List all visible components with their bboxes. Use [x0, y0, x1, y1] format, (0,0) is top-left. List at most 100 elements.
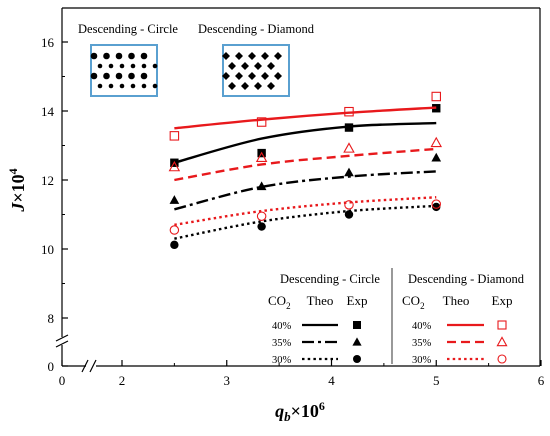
inset-diamond [241, 62, 249, 70]
inset-diamond [222, 52, 230, 60]
exp-point [344, 210, 354, 219]
theo-line [174, 147, 437, 182]
inset-circle [115, 52, 123, 60]
inset-circle [152, 63, 158, 69]
inset-circle [140, 52, 148, 60]
legend-exp-head: Exp [347, 293, 368, 308]
inset-diamond [254, 62, 262, 70]
inset-diamond [228, 82, 236, 90]
y-break-mark [55, 334, 69, 342]
series-circle-30pct [170, 202, 441, 250]
x-axis-title: qb×106 [275, 399, 325, 424]
exp-point [344, 200, 354, 210]
inset-circle [119, 63, 125, 69]
inset-diamond [274, 52, 282, 60]
inset-circle [152, 83, 158, 89]
series-diamond-35pct [168, 136, 443, 182]
legend: Descending - Circle CO2 Theo Exp 40% 35% 30% De… [268, 268, 525, 366]
legend-co2-value: 35% [412, 338, 432, 349]
exp-point [168, 160, 181, 172]
exp-point [344, 167, 354, 177]
legend-marker-sample [353, 355, 361, 363]
inset-diamond [254, 82, 262, 90]
inset-circle [141, 83, 147, 89]
y-tick-label: 8 [48, 311, 55, 326]
inset-circle [90, 72, 98, 80]
exp-point [344, 123, 354, 132]
axes-labels: 0 8 10 12 14 16 0 2 3 4 5 6 qb×106 J×104 [6, 35, 545, 424]
x-tick-label: 2 [119, 373, 126, 388]
inset-circle [103, 72, 110, 80]
x-tick-label: 6 [538, 373, 545, 388]
inset-circle [97, 63, 103, 69]
inset-circle [103, 52, 110, 60]
exp-point [432, 202, 441, 212]
inset-circle [128, 52, 135, 60]
inset-circle [128, 72, 135, 80]
y-tick-label: 14 [41, 104, 55, 119]
inset-diamond [222, 72, 230, 80]
legend-title-diamond: Descending - Diamond [408, 272, 525, 286]
legend-co2-value: 30% [272, 355, 292, 366]
plot-frame [55, 7, 542, 373]
legend-title-circle: Descending - Circle [280, 272, 380, 286]
series-layer [168, 91, 443, 250]
exp-point [344, 106, 354, 117]
x-break-mark [89, 359, 97, 373]
exp-point [256, 211, 267, 221]
inset-circle [108, 83, 114, 89]
theo-line [174, 106, 437, 130]
inset-circle [130, 63, 136, 69]
exp-point [431, 152, 442, 162]
inset-diamond [261, 72, 269, 80]
y-axis-title: J×104 [6, 168, 28, 212]
exp-point [257, 222, 266, 231]
y-tick-label: 16 [41, 35, 55, 50]
series-circle-35pct [169, 152, 442, 211]
inset-box-circle [90, 44, 158, 97]
inset-diamond [241, 82, 249, 90]
inset-circle [141, 63, 147, 69]
exp-point [343, 142, 355, 153]
inset-diamond [248, 52, 256, 60]
exp-point [169, 195, 180, 204]
legend-theo-head: Theo [307, 293, 334, 308]
exp-point [430, 136, 443, 148]
inset-diamond [267, 62, 275, 70]
inset-diamond [235, 72, 243, 80]
legend-co2-head: CO2 [402, 293, 425, 311]
inset-diamond [235, 52, 243, 60]
exp-point [256, 117, 267, 127]
y-tick-label: 10 [41, 242, 54, 257]
inset-circle [140, 72, 148, 80]
inset-diamond [261, 52, 269, 60]
legend-co2-value: 40% [272, 321, 292, 332]
legend-co2-value: 40% [412, 321, 432, 332]
inset-label-circle: Descending - Circle [78, 22, 178, 36]
legend-marker-sample [496, 336, 508, 347]
exp-point [431, 199, 441, 209]
theo-line [174, 121, 437, 164]
legend-co2-head: CO2 [268, 293, 291, 311]
series-circle-40pct [170, 104, 441, 167]
inset-circle [97, 83, 103, 89]
legend-exp-head: Exp [492, 293, 513, 308]
theo-line [174, 170, 437, 211]
legend-marker-sample [353, 321, 361, 329]
inset-diamond [228, 62, 236, 70]
exp-point [170, 240, 179, 250]
inset-diamond [248, 72, 256, 80]
theo-line [174, 204, 437, 240]
y-tick-label: 12 [41, 173, 54, 188]
inset-label-diamond: Descending - Diamond [198, 22, 315, 36]
inset-diamond [267, 82, 275, 90]
legend-theo-head: Theo [443, 293, 470, 308]
y-break-mark [55, 340, 69, 348]
legend-co2-value: 30% [412, 355, 432, 366]
series-diamond-30pct [169, 196, 441, 235]
exp-point [255, 151, 268, 162]
inset-circle [108, 63, 114, 69]
x-break-mark [81, 359, 89, 373]
legend-marker-sample [352, 337, 362, 346]
